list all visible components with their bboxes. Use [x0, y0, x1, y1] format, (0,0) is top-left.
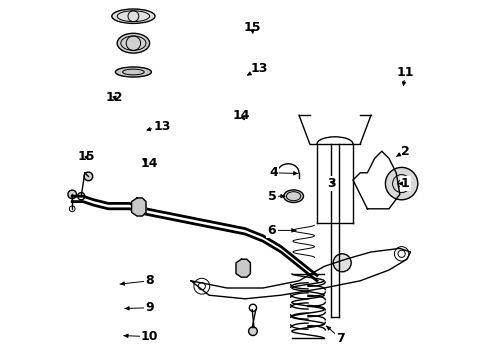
Text: 12: 12 [106, 91, 123, 104]
Ellipse shape [116, 67, 151, 77]
Text: 7: 7 [336, 332, 345, 345]
Text: 5: 5 [268, 190, 276, 203]
Text: 8: 8 [146, 274, 154, 287]
Text: 9: 9 [146, 301, 154, 314]
Ellipse shape [117, 33, 149, 53]
Text: 13: 13 [153, 120, 171, 132]
Text: 15: 15 [244, 21, 261, 33]
Text: 6: 6 [268, 224, 276, 237]
Text: 10: 10 [141, 330, 158, 343]
Text: 11: 11 [396, 66, 414, 78]
Text: 14: 14 [141, 157, 158, 170]
Ellipse shape [134, 202, 146, 212]
Polygon shape [132, 198, 146, 216]
Text: 4: 4 [270, 166, 278, 179]
Text: 15: 15 [78, 150, 96, 163]
Circle shape [84, 172, 93, 181]
Ellipse shape [284, 190, 303, 202]
Text: 3: 3 [327, 177, 336, 190]
Ellipse shape [238, 264, 248, 273]
Circle shape [68, 190, 76, 199]
Text: 1: 1 [401, 177, 410, 190]
Circle shape [248, 327, 257, 336]
Ellipse shape [112, 9, 155, 23]
Text: 14: 14 [233, 109, 250, 122]
Text: 2: 2 [401, 145, 410, 158]
Circle shape [333, 254, 351, 272]
Text: 13: 13 [251, 62, 268, 75]
Polygon shape [236, 259, 250, 277]
Circle shape [386, 167, 418, 200]
